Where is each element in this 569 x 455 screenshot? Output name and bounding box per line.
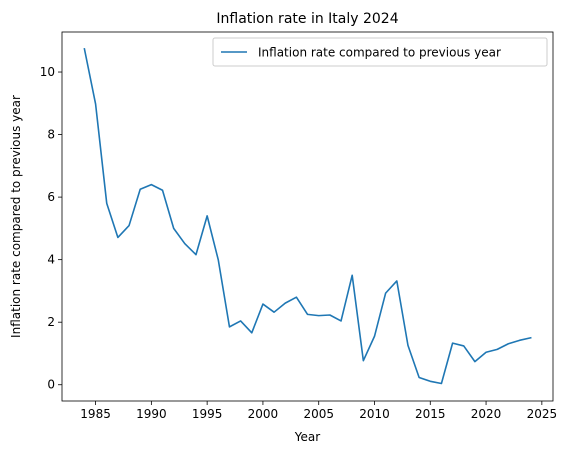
x-axis-label: Year: [294, 430, 320, 444]
series-line-0: [83, 47, 532, 385]
y-axis-label: Inflation rate compared to previous year: [9, 95, 23, 338]
legend: Inflation rate compared to previous year: [212, 37, 548, 67]
y-tick-label: 0: [47, 378, 55, 392]
x-tick-label: 2005: [303, 407, 334, 421]
plot-area: [61, 31, 554, 402]
x-tick-label: 2020: [471, 407, 502, 421]
legend-box: [212, 37, 548, 67]
x-tick-label: 1990: [136, 407, 167, 421]
x-axis: 1985 1990 1995 2000 2005 2010 2015 2020 2025: [80, 401, 557, 421]
y-axis: 0 2 4 6 8 10: [40, 65, 62, 392]
x-tick-label: 2025: [527, 407, 558, 421]
x-tick-label: 2000: [248, 407, 279, 421]
series-layer: [83, 47, 532, 385]
y-tick-label: 4: [47, 253, 55, 267]
x-tick-label: 1985: [80, 407, 111, 421]
y-tick-label: 8: [47, 128, 55, 142]
legend-label: Inflation rate compared to previous year: [258, 46, 501, 60]
x-tick-label: 2015: [415, 407, 446, 421]
y-tick-label: 10: [40, 65, 55, 79]
x-tick-label: 1995: [192, 407, 223, 421]
x-tick-label: 2010: [359, 407, 390, 421]
y-tick-label: 2: [47, 315, 55, 329]
y-tick-label: 6: [47, 190, 55, 204]
chart-title: Inflation rate in Italy 2024: [216, 11, 398, 27]
